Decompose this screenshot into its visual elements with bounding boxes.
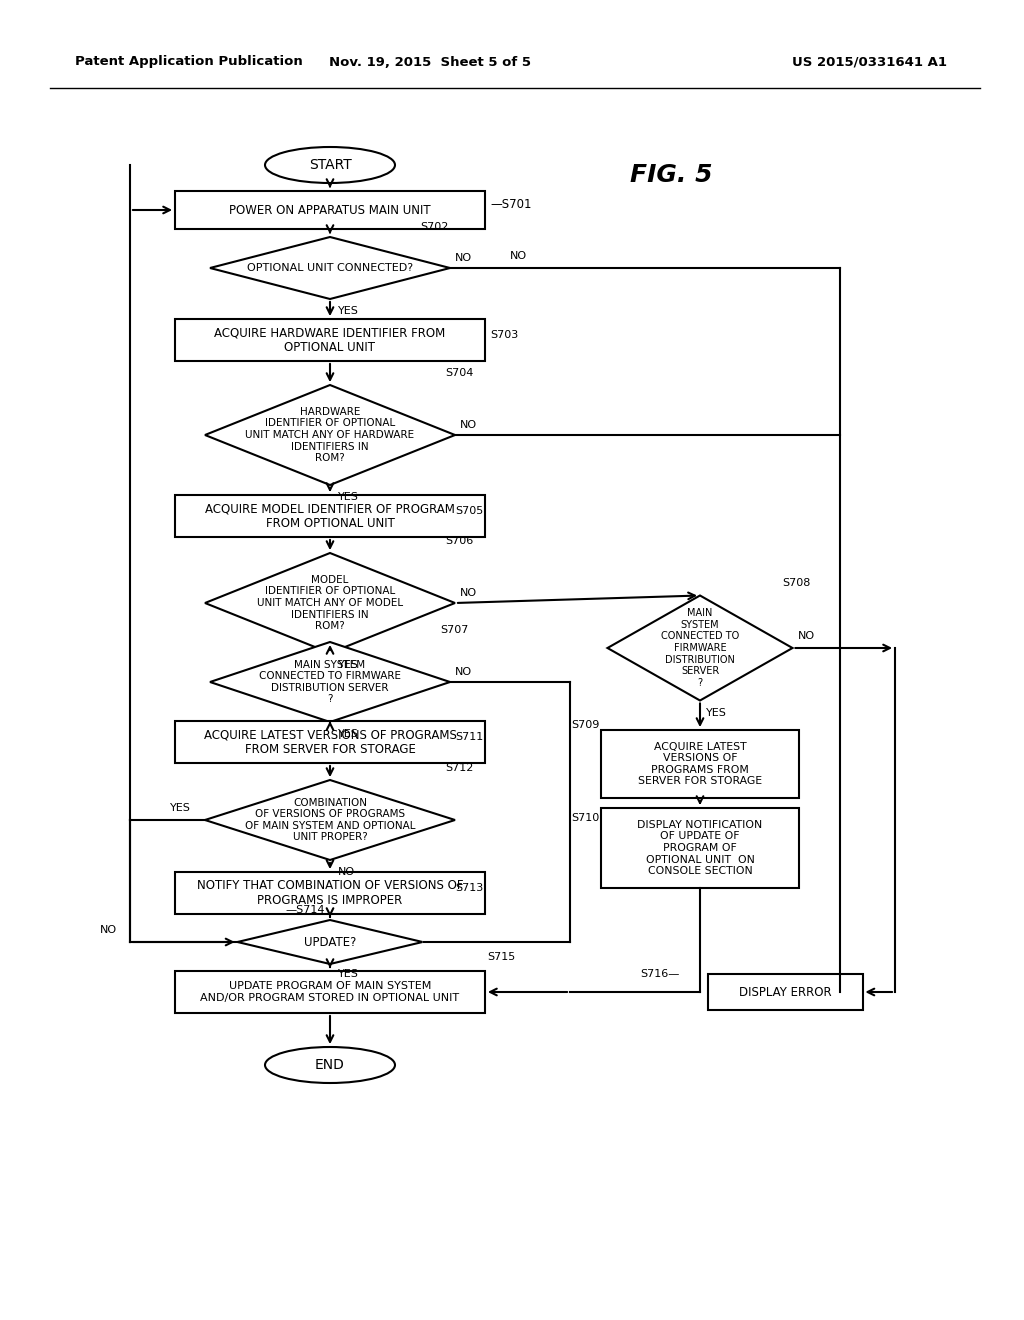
Polygon shape	[205, 385, 455, 484]
Text: NO: NO	[455, 253, 472, 263]
Text: UPDATE PROGRAM OF MAIN SYSTEM
AND/OR PROGRAM STORED IN OPTIONAL UNIT: UPDATE PROGRAM OF MAIN SYSTEM AND/OR PRO…	[201, 981, 460, 1003]
Bar	[175, 191, 485, 228]
Text: NO: NO	[460, 587, 477, 598]
Text: NO: NO	[100, 925, 117, 935]
Ellipse shape	[265, 147, 395, 183]
Text: —S701: —S701	[490, 198, 531, 211]
Text: YES: YES	[338, 492, 358, 502]
Text: MAIN
SYSTEM
CONNECTED TO
FIRMWARE
DISTRIBUTION
SERVER
?: MAIN SYSTEM CONNECTED TO FIRMWARE DISTRI…	[660, 609, 739, 688]
Text: S707: S707	[440, 624, 468, 635]
Polygon shape	[210, 642, 450, 722]
Text: HARDWARE
IDENTIFIER OF OPTIONAL
UNIT MATCH ANY OF HARDWARE
IDENTIFIERS IN
ROM?: HARDWARE IDENTIFIER OF OPTIONAL UNIT MAT…	[246, 407, 415, 463]
Polygon shape	[607, 595, 793, 701]
Text: NO: NO	[460, 420, 477, 430]
Text: POWER ON APPARATUS MAIN UNIT: POWER ON APPARATUS MAIN UNIT	[229, 203, 431, 216]
Bar	[175, 721, 485, 763]
Text: YES: YES	[338, 306, 358, 315]
Text: S712: S712	[445, 763, 473, 774]
Text: DISPLAY NOTIFICATION
OF UPDATE OF
PROGRAM OF
OPTIONAL UNIT  ON
CONSOLE SECTION: DISPLAY NOTIFICATION OF UPDATE OF PROGRA…	[637, 820, 763, 876]
Polygon shape	[238, 920, 423, 964]
Polygon shape	[210, 238, 450, 300]
Text: YES: YES	[338, 660, 358, 671]
Text: —S714: —S714	[286, 906, 325, 915]
Text: Patent Application Publication: Patent Application Publication	[75, 55, 303, 69]
Text: MAIN SYSTEM
CONNECTED TO FIRMWARE
DISTRIBUTION SERVER
?: MAIN SYSTEM CONNECTED TO FIRMWARE DISTRI…	[259, 660, 401, 705]
Text: S713: S713	[455, 883, 483, 894]
Text: S711: S711	[455, 733, 483, 742]
Text: OPTIONAL UNIT CONNECTED?: OPTIONAL UNIT CONNECTED?	[247, 263, 413, 273]
Text: COMBINATION
OF VERSIONS OF PROGRAMS
OF MAIN SYSTEM AND OPTIONAL
UNIT PROPER?: COMBINATION OF VERSIONS OF PROGRAMS OF M…	[245, 797, 416, 842]
Text: S716—: S716—	[640, 969, 680, 979]
Text: S704: S704	[445, 368, 473, 378]
Bar	[175, 873, 485, 913]
Text: ACQUIRE HARDWARE IDENTIFIER FROM
OPTIONAL UNIT: ACQUIRE HARDWARE IDENTIFIER FROM OPTIONA…	[214, 326, 445, 354]
Text: NO: NO	[510, 251, 527, 261]
Text: YES: YES	[170, 803, 190, 813]
Text: S709: S709	[571, 719, 599, 730]
Text: FIG. 5: FIG. 5	[630, 162, 713, 187]
Bar	[175, 972, 485, 1012]
Bar	[708, 974, 862, 1010]
Text: S705: S705	[455, 506, 483, 516]
Text: S706: S706	[445, 536, 473, 546]
Text: S710: S710	[571, 813, 599, 822]
Text: START: START	[308, 158, 351, 172]
Text: US 2015/0331641 A1: US 2015/0331641 A1	[793, 55, 947, 69]
Text: YES: YES	[706, 708, 727, 718]
Ellipse shape	[265, 1047, 395, 1082]
Text: DISPLAY ERROR: DISPLAY ERROR	[738, 986, 831, 998]
Bar	[601, 808, 799, 888]
Text: ACQUIRE MODEL IDENTIFIER OF PROGRAM
FROM OPTIONAL UNIT: ACQUIRE MODEL IDENTIFIER OF PROGRAM FROM…	[205, 502, 455, 531]
Bar	[175, 319, 485, 360]
Text: S715: S715	[487, 952, 515, 962]
Text: NO: NO	[338, 867, 355, 876]
Bar	[175, 495, 485, 537]
Text: NO: NO	[798, 631, 815, 642]
Text: S702: S702	[420, 222, 449, 232]
Text: MODEL
IDENTIFIER OF OPTIONAL
UNIT MATCH ANY OF MODEL
IDENTIFIERS IN
ROM?: MODEL IDENTIFIER OF OPTIONAL UNIT MATCH …	[257, 574, 403, 631]
Polygon shape	[205, 553, 455, 653]
Text: NOTIFY THAT COMBINATION OF VERSIONS OF
PROGRAMS IS IMPROPER: NOTIFY THAT COMBINATION OF VERSIONS OF P…	[197, 879, 463, 907]
Text: YES: YES	[338, 969, 358, 979]
Polygon shape	[205, 780, 455, 861]
Text: UPDATE?: UPDATE?	[304, 936, 356, 949]
Bar	[601, 730, 799, 799]
Text: S708: S708	[782, 578, 811, 589]
Text: S703: S703	[490, 330, 518, 341]
Text: ACQUIRE LATEST
VERSIONS OF
PROGRAMS FROM
SERVER FOR STORAGE: ACQUIRE LATEST VERSIONS OF PROGRAMS FROM…	[638, 742, 762, 787]
Text: END: END	[315, 1059, 345, 1072]
Text: Nov. 19, 2015  Sheet 5 of 5: Nov. 19, 2015 Sheet 5 of 5	[329, 55, 531, 69]
Text: NO: NO	[455, 667, 472, 677]
Text: ACQUIRE LATEST VERSIONS OF PROGRAMS
FROM SERVER FOR STORAGE: ACQUIRE LATEST VERSIONS OF PROGRAMS FROM…	[204, 729, 457, 756]
Text: YES: YES	[338, 729, 358, 739]
